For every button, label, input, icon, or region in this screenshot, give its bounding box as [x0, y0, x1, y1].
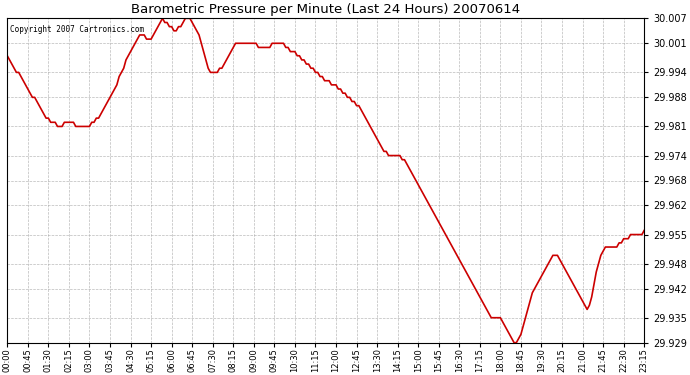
Title: Barometric Pressure per Minute (Last 24 Hours) 20070614: Barometric Pressure per Minute (Last 24 …: [131, 3, 520, 16]
Text: Copyright 2007 Cartronics.com: Copyright 2007 Cartronics.com: [10, 25, 145, 34]
